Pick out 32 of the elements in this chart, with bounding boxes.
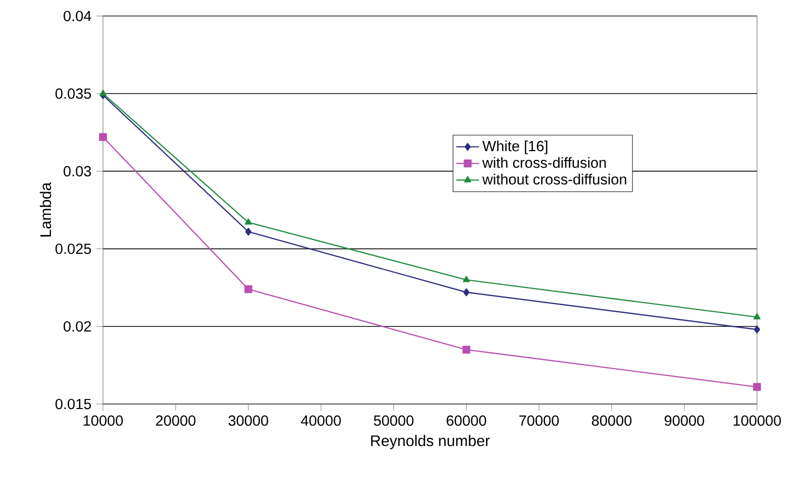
point: [462, 276, 470, 282]
x-tick-label: 30000: [228, 415, 268, 426]
x-axis-title: Reynolds number: [371, 434, 490, 450]
y-tick-label: 0.025: [55, 244, 91, 254]
legend-label: White [16]: [482, 140, 548, 154]
y-tick-label: 0.03: [64, 166, 91, 176]
x-tick-label: 20000: [156, 415, 196, 426]
x-tick-label: 10000: [84, 415, 123, 426]
x-tick-label: 100000: [734, 415, 781, 426]
point: [462, 346, 470, 354]
y-tick-label: 0.04: [64, 10, 92, 22]
point: [753, 382, 761, 391]
point: [244, 285, 252, 294]
x-tick-label: 50000: [374, 415, 414, 426]
legend-label: with cross-diffusion: [482, 157, 606, 168]
point: [245, 228, 252, 236]
x-tick-label: 80000: [592, 415, 632, 426]
point: [244, 218, 252, 225]
x-tick-label: 90000: [664, 415, 704, 426]
y-axis-title: Lambda: [40, 182, 52, 236]
point: [463, 288, 470, 296]
x-tick-label: 40000: [300, 415, 341, 426]
legend-label: without cross-diffusion: [482, 174, 626, 185]
y-tick-label: 0.035: [55, 88, 91, 99]
point: [100, 90, 106, 96]
point: [754, 326, 760, 334]
point: [99, 133, 107, 141]
point: [754, 313, 760, 320]
x-tick-label: 70000: [519, 415, 559, 426]
x-tick-label: 60000: [446, 415, 486, 426]
y-tick-label: 0.02: [64, 321, 91, 332]
y-tick-label: 0.015: [55, 398, 91, 410]
